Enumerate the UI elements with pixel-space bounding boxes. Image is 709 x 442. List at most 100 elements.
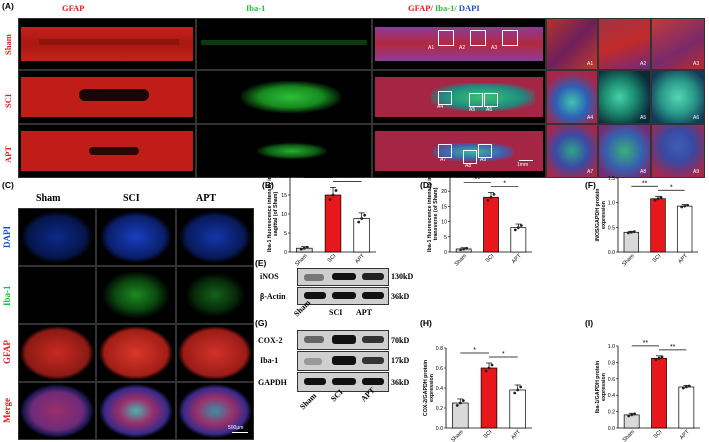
chart-i-panel-label: (I) xyxy=(585,318,593,328)
merge-gfap-text: GFAP/ xyxy=(408,3,433,13)
chart-f-bar-sham xyxy=(623,231,640,253)
panel-g-label: (G) xyxy=(255,318,268,328)
c-image-dapi-sci xyxy=(96,208,176,266)
chart-b-xtick-label: SCI xyxy=(327,253,338,264)
chart-b-sig-label: * xyxy=(346,175,349,182)
image-merge-apt xyxy=(372,124,546,178)
chart-i-point xyxy=(684,385,688,389)
c-image-dapi-apt xyxy=(176,208,254,266)
chart-i-point xyxy=(654,358,658,362)
chart-i-bar-apt xyxy=(678,386,695,429)
inset-label-a7: A7 xyxy=(587,169,594,175)
chart-h-point xyxy=(513,391,517,395)
roi-box-a2 xyxy=(470,30,486,46)
c-col-apt: APT xyxy=(196,193,216,204)
blot-g-iba1 xyxy=(297,351,389,371)
chart-d-xtick-label: SCI xyxy=(485,253,496,264)
chart-i-point xyxy=(660,355,664,359)
chart-h-ytick-label: 0.2 xyxy=(436,406,443,412)
roi-box-a4 xyxy=(438,91,452,105)
inset-label-a5: A5 xyxy=(640,115,647,121)
chart-h-ytick-label: 0.0 xyxy=(436,426,443,432)
chart-h-point xyxy=(516,388,520,392)
scale-label-a: 1mm xyxy=(517,162,529,168)
chart-d-xtick-label: APT xyxy=(511,253,523,265)
g-size-iba1: 17kD xyxy=(391,356,410,365)
chart-h-point xyxy=(490,363,494,367)
roi-label-a6: A6 xyxy=(486,107,493,113)
chart-h-xtick-label: SCI xyxy=(483,429,494,440)
chart-i-sig-label: ** xyxy=(643,340,649,347)
roi-box-a7 xyxy=(438,144,452,158)
roi-box-a5 xyxy=(469,93,483,107)
chart-b-ytick-label: 10 xyxy=(281,212,287,218)
g-row-cox2: COX-2 xyxy=(258,336,283,345)
panel-c-label: (C) xyxy=(2,180,14,190)
c-image-gfap-sci xyxy=(96,324,176,382)
chart-h-point xyxy=(484,369,488,373)
chart-d-panel-label: (D) xyxy=(420,180,432,190)
chart-b-point xyxy=(299,247,303,251)
inset-a2 xyxy=(598,18,651,70)
chart-h-bar-sham xyxy=(452,402,469,429)
roi-label-a7: A7 xyxy=(440,157,447,163)
chart-f-panel-label: (F) xyxy=(585,180,596,190)
e-lane-apt: APT xyxy=(356,308,372,317)
chart-h-ylabel: COX-2/GAPDH proteinexpression xyxy=(423,360,435,416)
blot-e-inos xyxy=(297,268,389,286)
image-iba1-sham xyxy=(196,18,372,70)
inset-label-a8: A8 xyxy=(640,169,647,175)
chart-f-point xyxy=(656,197,660,201)
chart-b-ytick-label: 20 xyxy=(281,174,287,180)
chart-f-point xyxy=(659,195,663,199)
chart-d-ytick-label: 5 xyxy=(444,235,447,241)
chart-d-sig-label: ** xyxy=(475,176,481,183)
chart-b-ytick-label: 0 xyxy=(284,250,287,256)
inset-a1 xyxy=(546,18,598,70)
chart-h-point xyxy=(455,404,459,407)
g-size-gapdh: 36kD xyxy=(391,378,410,387)
chart-d-point xyxy=(519,224,523,227)
chart-b-bar-apt xyxy=(353,218,370,253)
inset-a5 xyxy=(598,70,651,124)
chart-i-ytick-label: 0.4 xyxy=(608,393,615,399)
roi-box-a8 xyxy=(463,150,477,164)
chart-i-point xyxy=(630,413,634,417)
inset-label-a6: A6 xyxy=(693,115,700,121)
chart-f-sig-label: * xyxy=(670,184,673,191)
panel-a-label: (A) xyxy=(2,1,14,11)
chart-b-ylabel: Iba-1 fluorescence intensity insagittal … xyxy=(267,176,279,252)
chart-b-bar-sci xyxy=(324,194,342,253)
roi-label-a9: A9 xyxy=(480,157,487,163)
chart-d-xtick-label: Sham xyxy=(454,253,469,268)
chart-d-point xyxy=(513,228,517,232)
roi-box-a9 xyxy=(478,144,492,158)
chart-f-xtick-label: Sham xyxy=(621,253,636,268)
chart-b-point xyxy=(305,245,309,249)
chart-h-ytick-label: 0.4 xyxy=(436,386,443,392)
chart-d-bar-sci xyxy=(483,196,499,253)
inset-a6 xyxy=(651,70,705,124)
inset-a4 xyxy=(546,70,598,124)
inset-label-a2: A2 xyxy=(640,61,647,67)
inset-a3 xyxy=(651,18,705,70)
chart-i-bar-sci xyxy=(651,357,667,429)
chart-d-ytick-label: 10 xyxy=(441,220,447,226)
chart-f-xtick-label: APT xyxy=(677,253,689,265)
inset-label-a4: A4 xyxy=(587,115,594,121)
inset-label-a3: A3 xyxy=(693,61,700,67)
blot-g-gapdh xyxy=(297,372,389,392)
chart-b-panel-label: (B) xyxy=(262,180,274,190)
chart-d-point xyxy=(486,198,490,202)
chart-b-point xyxy=(360,217,364,220)
e-size-inos: 130kD xyxy=(391,272,414,281)
roi-label-a1: A1 xyxy=(428,45,435,51)
chart-d-point xyxy=(489,195,493,199)
chart-f-point xyxy=(680,205,684,209)
chart-i-ylabel: Iba-1/GAPDH proteinexpression xyxy=(595,361,607,413)
inset-a9 xyxy=(651,124,705,178)
image-merge-sham xyxy=(372,18,546,70)
chart-b-point xyxy=(334,189,338,192)
chart-d-point xyxy=(462,247,466,251)
chart-f-point xyxy=(653,198,657,202)
